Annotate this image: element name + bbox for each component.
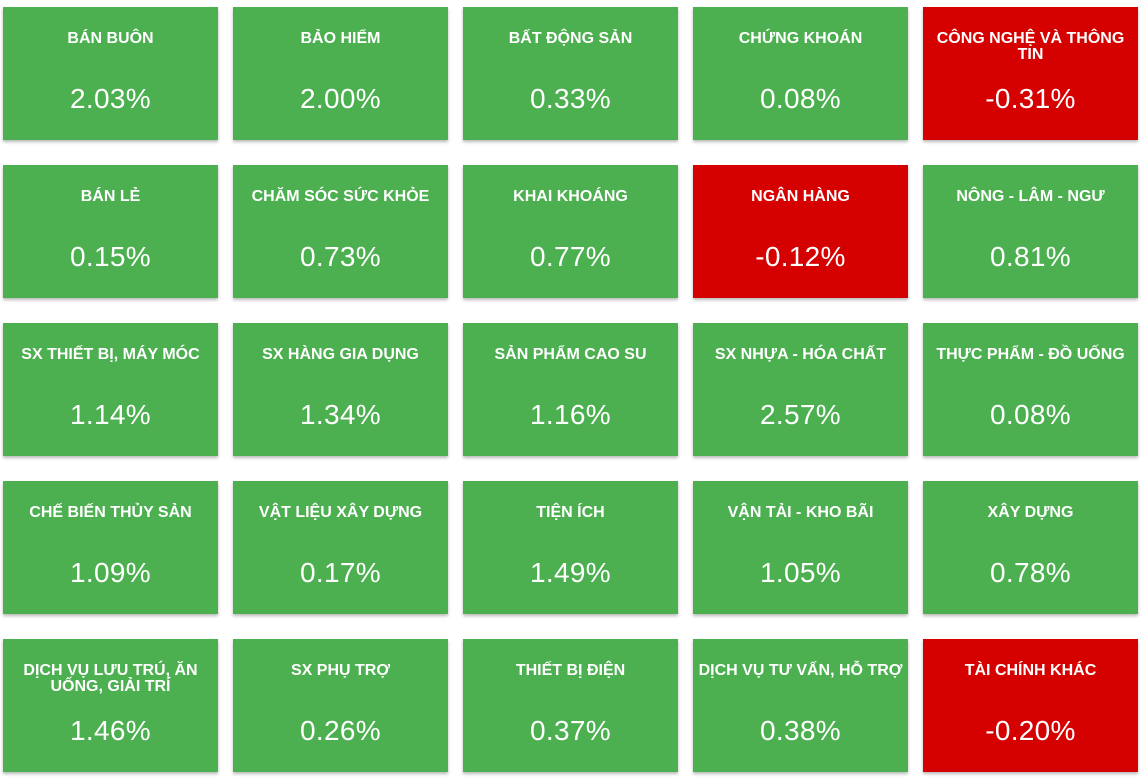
sector-name: BÁN BUÔN (67, 30, 154, 47)
sector-tile[interactable]: VẬN TẢI - KHO BÃI 1.05% (693, 481, 908, 614)
sector-tile[interactable]: SX NHỰA - HÓA CHẤT 2.57% (693, 323, 908, 456)
sector-change: 1.14% (70, 399, 151, 430)
sector-name: DỊCH VỤ TƯ VẤN, HỖ TRỢ (698, 662, 903, 679)
sector-tile[interactable]: BẢO HIỂM 2.00% (233, 7, 448, 140)
sector-tile[interactable]: DỊCH VỤ LƯU TRÚ, ĂN UỐNG, GIẢI TRÍ 1.46% (3, 639, 218, 772)
sector-change: 2.57% (760, 399, 841, 430)
sector-change: 1.34% (300, 399, 381, 430)
sector-name: SX HÀNG GIA DỤNG (262, 346, 419, 363)
sector-change: 2.03% (70, 83, 151, 114)
sector-change: 1.09% (70, 557, 151, 588)
sector-name: TÀI CHÍNH KHÁC (964, 662, 1097, 679)
sector-change: 1.05% (760, 557, 841, 588)
sector-change: 0.26% (300, 715, 381, 746)
sector-name: NGÂN HÀNG (751, 188, 850, 205)
sector-tile[interactable]: BẤT ĐỘNG SẢN 0.33% (463, 7, 678, 140)
sector-name: BẤT ĐỘNG SẢN (508, 30, 633, 47)
sector-change: 2.00% (300, 83, 381, 114)
sector-name: SX PHỤ TRỢ (291, 662, 390, 679)
sector-name: KHAI KHOÁNG (513, 188, 628, 205)
sector-name: VẬT LIỆU XÂY DỰNG (258, 504, 423, 521)
sector-change: 0.08% (990, 399, 1071, 430)
sector-name: XÂY DỰNG (987, 504, 1074, 521)
sector-name: SX NHỰA - HÓA CHẤT (714, 346, 887, 363)
sector-change: 0.73% (300, 241, 381, 272)
sector-tile[interactable]: SX PHỤ TRỢ 0.26% (233, 639, 448, 772)
sector-tile[interactable]: NÔNG - LÂM - NGƯ 0.81% (923, 165, 1138, 298)
sector-change: 0.33% (530, 83, 611, 114)
sector-tile[interactable]: CÔNG NGHỆ VÀ THÔNG TIN -0.31% (923, 7, 1138, 140)
sector-change: 1.46% (70, 715, 151, 746)
sector-name: TIỆN ÍCH (536, 504, 605, 521)
sector-name: THIẾT BỊ ĐIỆN (515, 662, 626, 679)
sector-change: 0.17% (300, 557, 381, 588)
sector-name: DỊCH VỤ LƯU TRÚ, ĂN UỐNG, GIẢI TRÍ (23, 662, 198, 695)
sector-change: 0.15% (70, 241, 151, 272)
sector-name: NÔNG - LÂM - NGƯ (956, 188, 1105, 205)
sector-tile[interactable]: SX THIẾT BỊ, MÁY MÓC 1.14% (3, 323, 218, 456)
sector-change: -0.20% (985, 715, 1076, 746)
sector-tile[interactable]: THIẾT BỊ ĐIỆN 0.37% (463, 639, 678, 772)
sector-name: SX THIẾT BỊ, MÁY MÓC (21, 346, 200, 363)
sector-name: SẢN PHẨM CAO SU (494, 346, 647, 363)
sector-change: 1.16% (530, 399, 611, 430)
sector-name: BÁN LẺ (80, 188, 141, 205)
sector-change: 0.78% (990, 557, 1071, 588)
sector-change: -0.12% (755, 241, 846, 272)
sector-change: 0.08% (760, 83, 841, 114)
sector-name: BẢO HIỂM (300, 30, 381, 47)
sector-tile[interactable]: BÁN BUÔN 2.03% (3, 7, 218, 140)
sector-tile[interactable]: CHỨNG KHOÁN 0.08% (693, 7, 908, 140)
sector-tile[interactable]: TIỆN ÍCH 1.49% (463, 481, 678, 614)
sector-tile[interactable]: TÀI CHÍNH KHÁC -0.20% (923, 639, 1138, 772)
sector-name: CHẾ BIẾN THỦY SẢN (29, 504, 192, 521)
sector-change: -0.31% (985, 83, 1076, 114)
sector-name: CÔNG NGHỆ VÀ THÔNG TIN (936, 30, 1125, 63)
sector-tile[interactable]: NGÂN HÀNG -0.12% (693, 165, 908, 298)
sector-heatmap-grid: BÁN BUÔN 2.03% BẢO HIỂM 2.00% BẤT ĐỘNG SẢN… (3, 7, 1138, 772)
sector-tile[interactable]: SX HÀNG GIA DỤNG 1.34% (233, 323, 448, 456)
sector-name: THỰC PHẨM - ĐỒ UỐNG (936, 346, 1125, 363)
sector-name: VẬN TẢI - KHO BÃI (727, 504, 874, 521)
sector-tile[interactable]: XÂY DỰNG 0.78% (923, 481, 1138, 614)
sector-change: 0.37% (530, 715, 611, 746)
sector-tile[interactable]: CHĂM SÓC SỨC KHỎE 0.73% (233, 165, 448, 298)
sector-change: 0.38% (760, 715, 841, 746)
sector-tile[interactable]: THỰC PHẨM - ĐỒ UỐNG 0.08% (923, 323, 1138, 456)
sector-change: 0.77% (530, 241, 611, 272)
sector-tile[interactable]: CHẾ BIẾN THỦY SẢN 1.09% (3, 481, 218, 614)
sector-change: 1.49% (530, 557, 611, 588)
sector-tile[interactable]: VẬT LIỆU XÂY DỰNG 0.17% (233, 481, 448, 614)
sector-tile[interactable]: SẢN PHẨM CAO SU 1.16% (463, 323, 678, 456)
sector-tile[interactable]: KHAI KHOÁNG 0.77% (463, 165, 678, 298)
sector-change: 0.81% (990, 241, 1071, 272)
sector-tile[interactable]: DỊCH VỤ TƯ VẤN, HỖ TRỢ 0.38% (693, 639, 908, 772)
sector-name: CHỨNG KHOÁN (738, 30, 863, 47)
sector-tile[interactable]: BÁN LẺ 0.15% (3, 165, 218, 298)
sector-name: CHĂM SÓC SỨC KHỎE (251, 188, 430, 205)
